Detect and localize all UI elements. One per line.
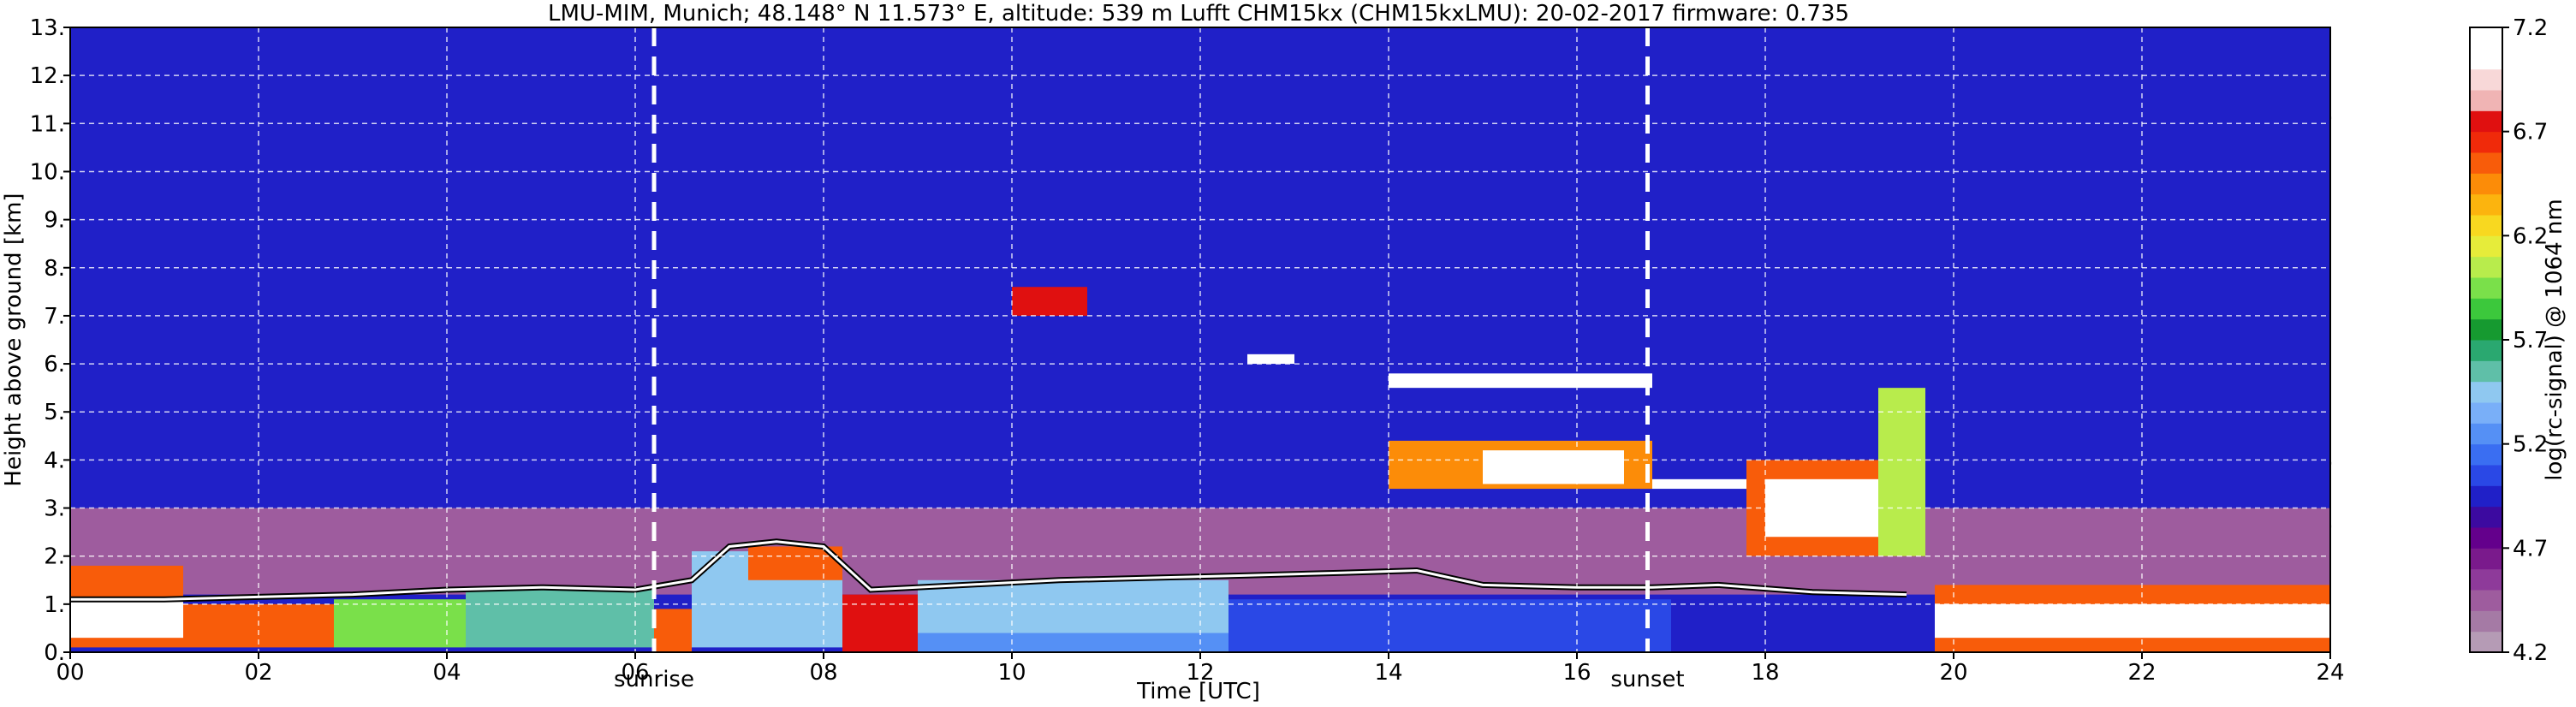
colorbar-swatch [2470, 340, 2502, 361]
colorbar-swatch [2470, 465, 2502, 486]
colorbar-swatch [2470, 27, 2502, 49]
colorbar-swatch [2470, 590, 2502, 611]
signal-cell [1247, 354, 1294, 365]
y-tick-label: 3. [44, 496, 65, 522]
y-tick-label: 5. [44, 400, 65, 425]
y-tick-label: 11. [30, 111, 65, 137]
x-tick-label: 06 [621, 660, 649, 686]
colorbar-tick-label: 4.7 [2513, 536, 2548, 561]
signal-cell [1012, 287, 1087, 316]
y-axis-ticks: 0. 1. 2. 3. 4. 5. 6. 7. 8. 9. 10. 11. 12. 13. [30, 15, 70, 666]
x-tick-label: 02 [244, 660, 272, 686]
colorbar-swatch [2470, 423, 2502, 445]
y-tick-label: 8. [44, 256, 65, 282]
signal-cell [1389, 373, 1652, 389]
colorbar-swatch [2470, 193, 2502, 216]
cloud-base-highlight [70, 540, 1907, 601]
colorbar-tick-label: 7.2 [2513, 15, 2548, 41]
y-tick-label: 12. [30, 63, 65, 89]
y-tick-label: 4. [44, 448, 65, 473]
y-tick-label: 6. [44, 352, 65, 377]
colorbar-tick-label: 5.7 [2513, 328, 2548, 354]
colorbar-swatch [2470, 527, 2502, 549]
x-tick-label: 12 [1186, 660, 1214, 686]
x-tick-label: 00 [56, 660, 84, 686]
signal-cell [918, 579, 1229, 633]
x-tick-label: 14 [1374, 660, 1402, 686]
colorbar-tick-label: 5.2 [2513, 432, 2548, 458]
x-tick-label: 22 [2127, 660, 2156, 686]
signal-cell [70, 599, 183, 639]
x-tick-label: 20 [1939, 660, 1967, 686]
signal-cell [1935, 603, 2330, 639]
plot-area [69, 27, 2332, 653]
colorbar-swatch [2470, 318, 2502, 341]
signal-cell [1229, 599, 1671, 652]
colorbar-swatch [2470, 90, 2502, 111]
colorbar-tick-label: 6.7 [2513, 120, 2548, 146]
sun-markers [651, 27, 1650, 652]
x-tick-label: 10 [997, 660, 1026, 686]
x-axis-label: Time [UTC] [1136, 679, 1260, 704]
colorbar-swatch [2470, 381, 2502, 403]
colorbar-swatch [2470, 360, 2502, 383]
x-tick-label: 24 [2316, 660, 2344, 686]
colorbar-swatch [2470, 402, 2502, 424]
signal-cell [654, 609, 692, 652]
colorbar-swatch [2470, 131, 2502, 153]
colorbar-tick-label: 6.2 [2513, 223, 2548, 249]
x-axis-ticks: 00 02 04 06 08 10 12 14 16 18 20 22 24 [56, 652, 2345, 686]
colorbar-swatch [2470, 68, 2502, 91]
colorbar-swatch [2470, 506, 2502, 528]
signal-cell [334, 599, 466, 648]
signal-cell [466, 590, 654, 648]
sun-marker-label: sunset [1610, 667, 1684, 692]
y-tick-label: 9. [44, 208, 65, 234]
signal-cell [842, 594, 918, 652]
colorbar-swatch [2470, 568, 2502, 591]
y-tick-label: 2. [44, 544, 65, 570]
x-tick-label: 08 [809, 660, 837, 686]
colorbar-swatch [2470, 48, 2502, 70]
signal-cell [1671, 603, 1954, 652]
y-axis-label: Height above ground [km] [1, 193, 27, 486]
colorbar-swatch [2470, 485, 2502, 508]
x-tick-label: 16 [1562, 660, 1591, 686]
colorbar-swatch [2470, 277, 2502, 299]
colorbar-swatch [2470, 631, 2502, 653]
sun-marker-label: sunrise [614, 667, 694, 692]
colorbar-label: log(rc-signal) @ 1064 nm [2542, 199, 2567, 480]
y-tick-label: 0. [44, 640, 65, 666]
y-tick-label: 10. [30, 159, 65, 185]
colorbar-swatch [2470, 298, 2502, 320]
colorbar-swatch [2470, 110, 2502, 133]
colorbar-swatch [2470, 610, 2502, 633]
colorbar-swatch [2470, 235, 2502, 258]
signal-cell [1878, 388, 1925, 556]
colorbar-swatch [2470, 256, 2502, 278]
colorbar [2469, 27, 2503, 653]
colorbar-swatch [2470, 548, 2502, 570]
colorbar-swatch [2470, 215, 2502, 236]
colorbar-swatch [2470, 443, 2502, 466]
colorbar-tick-label: 4.2 [2513, 640, 2548, 666]
y-tick-label: 13. [30, 15, 65, 41]
y-tick-label: 7. [44, 304, 65, 330]
colorbar-swatch [2470, 152, 2502, 174]
x-tick-label: 18 [1751, 660, 1779, 686]
x-tick-label: 04 [432, 660, 461, 686]
y-tick-label: 1. [44, 592, 65, 618]
colorbar-ticks: 4.2 4.7 5.2 5.7 6.2 6.7 7.2 [2502, 15, 2548, 666]
signal-cell [1483, 450, 1624, 484]
signal-cell [1652, 478, 1746, 490]
chart-title: LMU-MIM, Munich; 48.148° N 11.573° E, al… [548, 1, 1849, 27]
colorbar-swatch [2470, 173, 2502, 195]
